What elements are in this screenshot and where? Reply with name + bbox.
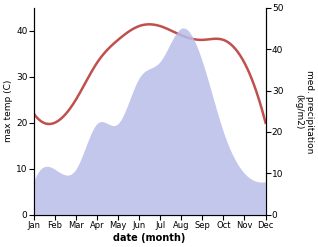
Y-axis label: max temp (C): max temp (C) xyxy=(4,80,13,143)
Y-axis label: med. precipitation
(kg/m2): med. precipitation (kg/m2) xyxy=(294,70,314,153)
X-axis label: date (month): date (month) xyxy=(114,233,186,243)
